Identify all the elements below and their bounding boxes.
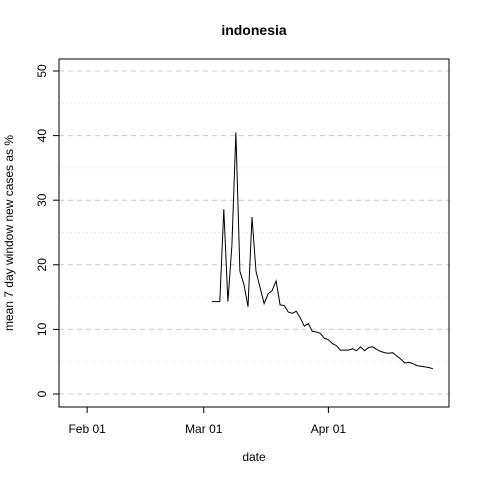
y-tick-label: 30 bbox=[35, 193, 49, 207]
x-axis-label: date bbox=[242, 450, 266, 464]
y-axis-label: mean 7 day window new cases as % bbox=[2, 135, 16, 331]
x-tick-label: Feb 01 bbox=[68, 422, 106, 436]
x-tick-label: Mar 01 bbox=[185, 422, 223, 436]
grid bbox=[59, 70, 449, 395]
plot-area bbox=[58, 58, 450, 408]
chart-title: indonesia bbox=[221, 22, 287, 38]
y-tick-label: 0 bbox=[35, 390, 49, 397]
series-layer bbox=[211, 132, 434, 370]
y-tick-label: 40 bbox=[35, 129, 49, 143]
y-tick-label: 50 bbox=[35, 64, 49, 78]
x-axis: Feb 01 Mar 01 Apr 01 bbox=[68, 406, 347, 436]
y-axis: 0 10 20 30 40 50 bbox=[35, 64, 60, 397]
y-tick-label: 20 bbox=[35, 258, 49, 272]
x-tick-label: Apr 01 bbox=[311, 422, 347, 436]
y-tick-label: 10 bbox=[35, 322, 49, 336]
series-line bbox=[211, 132, 434, 370]
